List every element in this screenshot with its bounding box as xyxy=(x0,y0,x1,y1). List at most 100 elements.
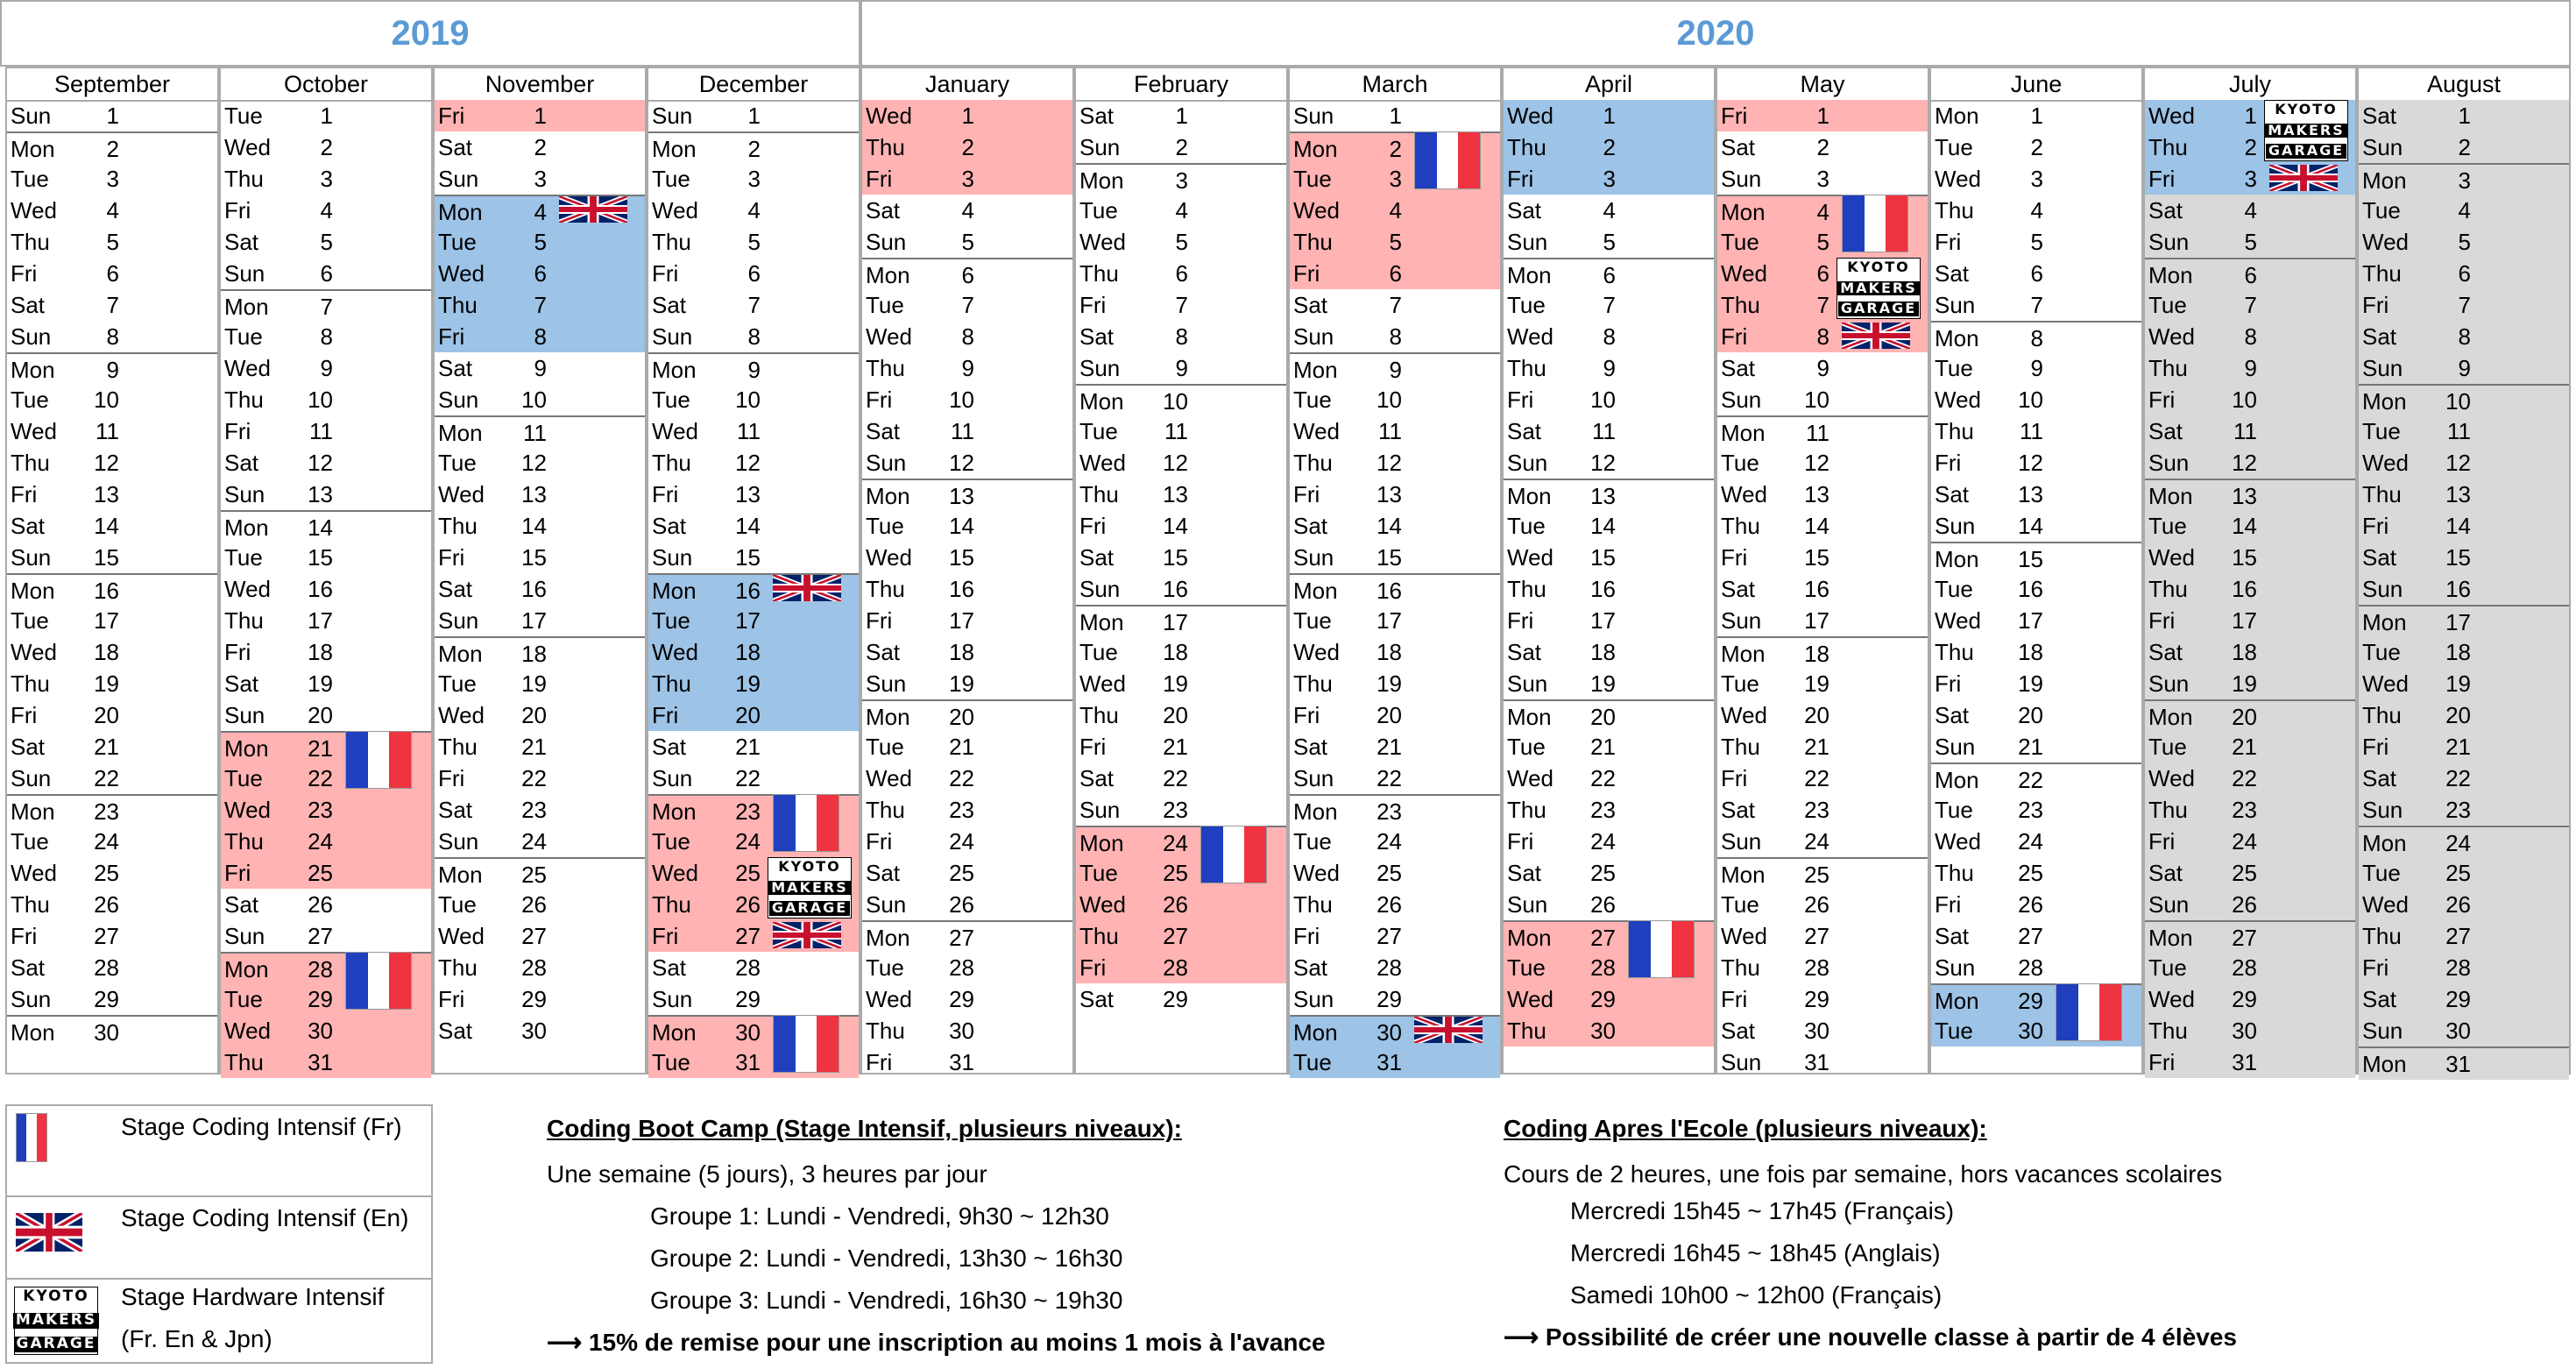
weekday-label: Tue xyxy=(438,229,477,255)
day-number: 28 xyxy=(1804,954,1829,981)
day-cell: Fri 24 xyxy=(2145,826,2355,857)
weekday-label: Fri xyxy=(1293,702,1320,728)
day-number: 9 xyxy=(2244,355,2257,381)
day-number: 6 xyxy=(747,260,761,287)
day-number: 7 xyxy=(1389,292,1402,318)
day-cell: Sat 7 xyxy=(1290,289,1500,321)
day-number: 26 xyxy=(2445,891,2471,918)
day-cell: Wed 4 xyxy=(7,195,217,226)
weekday-label: Thu xyxy=(1079,923,1119,949)
weekday-label: Thu xyxy=(1293,670,1333,697)
day-number: 16 xyxy=(2232,576,2257,602)
day-number: 5 xyxy=(2030,229,2043,255)
day-cell: Sat 16 xyxy=(435,573,645,605)
weekday-label: Thu xyxy=(2362,923,2402,949)
day-number: 16 xyxy=(2018,576,2043,602)
day-number: 2 xyxy=(1389,136,1402,162)
day-number: 27 xyxy=(1804,923,1829,949)
day-cell: Wed 8 xyxy=(862,321,1072,352)
day-cell: Tue 10 xyxy=(648,384,859,415)
day-cell: Sun 3 xyxy=(1717,163,1928,195)
day-number: 27 xyxy=(2232,925,2257,951)
day-cell: Mon 25 xyxy=(435,857,645,890)
weekday-label: Wed xyxy=(1935,166,1981,192)
day-number: 11 xyxy=(2020,418,2043,444)
day-number: 17 xyxy=(2232,607,2257,634)
day-cell: Fri 22 xyxy=(1717,763,1928,794)
day-cell: Mon 20 xyxy=(1504,699,1714,733)
day-cell: Sat 5 xyxy=(221,226,431,258)
day-number: 14 xyxy=(1590,513,1616,539)
day-number: 17 xyxy=(1163,609,1188,635)
day-number: 28 xyxy=(521,954,547,981)
day-number: 28 xyxy=(1590,954,1616,981)
day-cell: Sat 4 xyxy=(2145,195,2355,226)
day-number: 13 xyxy=(2232,483,2257,509)
day-number: 7 xyxy=(961,292,974,318)
day-cell: Wed 25 xyxy=(1290,857,1500,889)
day-cell: Mon 30 xyxy=(7,1015,217,1048)
weekday-label: Sat xyxy=(224,229,259,255)
day-cell: Wed 25 xyxy=(7,857,217,889)
day-number: 27 xyxy=(949,925,974,951)
day-cell: Sun 5 xyxy=(862,226,1072,258)
day-number: 13 xyxy=(2445,481,2471,507)
day-cell: Mon 27 xyxy=(2145,920,2355,954)
day-number: 9 xyxy=(106,357,119,383)
day-number: 9 xyxy=(747,357,761,383)
weekday-label: Tue xyxy=(1079,639,1118,665)
day-number: 16 xyxy=(949,576,974,602)
weekday-label: Tue xyxy=(652,387,690,413)
day-cell: Sun 10 xyxy=(435,384,645,415)
weekday-label: Mon xyxy=(438,641,483,667)
day-number: 30 xyxy=(2018,1018,2043,1044)
day-number: 10 xyxy=(2018,387,2043,413)
day-number: 22 xyxy=(1376,765,1402,791)
day-cell: Tue 14 xyxy=(862,510,1072,542)
day-number: 17 xyxy=(1804,607,1829,634)
day-number: 22 xyxy=(308,765,333,791)
day-number: 27 xyxy=(1376,923,1402,949)
day-number: 24 xyxy=(94,828,119,855)
weekday-label: Sun xyxy=(1721,166,1762,192)
day-number: 8 xyxy=(1603,323,1616,350)
day-cell: Sun 26 xyxy=(862,889,1072,920)
day-cell: Sun 1 xyxy=(7,100,217,131)
day-cell: Fri 7 xyxy=(2359,289,2569,321)
day-number: 19 xyxy=(1163,670,1188,697)
weekday-label: Sat xyxy=(866,418,901,444)
weekday-label: Tue xyxy=(1293,828,1332,855)
day-cell: Tue 11 xyxy=(1076,415,1286,447)
weekday-label: Sun xyxy=(11,765,52,791)
day-number: 5 xyxy=(2458,229,2471,255)
weekday-label: Sat xyxy=(1935,923,1970,949)
day-cell: Tue 2 xyxy=(1931,131,2141,163)
day-number: 13 xyxy=(949,483,974,509)
weekday-label: Sat xyxy=(438,797,473,823)
day-number: 18 xyxy=(308,639,333,665)
weekday-label: Tue xyxy=(438,670,477,697)
day-number: 15 xyxy=(1163,544,1188,571)
uk-flag-icon xyxy=(1412,1014,1484,1046)
day-number: 24 xyxy=(949,828,974,855)
weekday-label: Fri xyxy=(2362,292,2389,318)
weekday-label: Wed xyxy=(438,702,485,728)
day-cell: Sun 9 xyxy=(1076,352,1286,384)
day-number: 22 xyxy=(94,765,119,791)
day-cell: Tue 10 xyxy=(7,384,217,415)
day-number: 26 xyxy=(1590,891,1616,918)
day-number: 4 xyxy=(747,197,761,223)
day-cell: Tue 17 xyxy=(7,605,217,636)
weekday-label: Mon xyxy=(1935,103,1979,129)
day-number: 25 xyxy=(2445,860,2471,886)
day-cell: Mon 7 xyxy=(221,289,431,323)
weekday-label: Sat xyxy=(866,639,901,665)
weekday-label: Thu xyxy=(1507,355,1546,381)
weekday-label: Mon xyxy=(11,1019,55,1046)
day-number: 29 xyxy=(521,986,547,1012)
day-number: 23 xyxy=(1590,797,1616,823)
day-cell: Thu 27 xyxy=(2359,920,2569,952)
day-cell: Sat 2 xyxy=(435,131,645,163)
day-number: 2 xyxy=(2244,134,2257,160)
day-cell: Sat 29 xyxy=(2359,983,2569,1015)
